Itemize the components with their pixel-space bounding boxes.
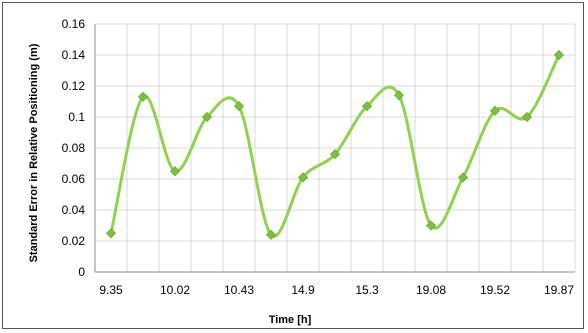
chart-frame: 0 0.02 0.04 0.06 0.08 0.1 0.12 0.14 0.16 9.35 10.… <box>2 2 584 329</box>
y-tick-label: 0.1 <box>68 110 85 124</box>
y-tick-label: 0.02 <box>62 234 86 248</box>
line-chart: 0 0.02 0.04 0.06 0.08 0.1 0.12 0.14 0.16 9.35 10.… <box>28 17 576 326</box>
data-point <box>425 220 437 231</box>
data-point <box>169 166 181 177</box>
y-tick-label: 0.04 <box>62 203 86 217</box>
data-point <box>329 149 341 160</box>
x-tick-label: 10.02 <box>160 283 190 297</box>
data-point <box>233 101 245 112</box>
x-tick-label: 19.08 <box>416 283 446 297</box>
y-tick-label: 0.08 <box>62 141 86 155</box>
x-axis-label: Time [h] <box>269 314 312 326</box>
data-point <box>393 90 405 101</box>
y-tick-label: 0.16 <box>62 17 86 31</box>
x-tick-labels: 9.35 10.02 10.43 14.9 15.3 19.08 19.52 19.87 <box>99 283 574 297</box>
x-tick-label: 10.43 <box>224 283 254 297</box>
x-tick-label: 19.52 <box>480 283 510 297</box>
data-point <box>297 172 309 183</box>
data-point <box>201 111 213 123</box>
data-point <box>137 91 149 102</box>
data-point <box>105 228 117 239</box>
x-tick-label: 9.35 <box>99 283 123 297</box>
y-tick-label: 0 <box>78 265 85 279</box>
y-tick-label: 0.12 <box>62 79 86 93</box>
gridlines <box>95 23 576 272</box>
y-tick-label: 0.06 <box>62 172 86 186</box>
y-tick-labels: 0 0.02 0.04 0.06 0.08 0.1 0.12 0.14 0.16 <box>62 17 86 279</box>
data-point <box>457 172 469 183</box>
axes <box>94 24 575 273</box>
x-tick-label: 15.3 <box>355 283 379 297</box>
data-point <box>489 105 501 116</box>
data-point <box>521 111 533 123</box>
x-tick-label: 19.87 <box>544 283 574 297</box>
data-point <box>361 101 373 112</box>
data-markers <box>105 49 565 240</box>
series-line <box>109 54 561 238</box>
data-point <box>553 49 565 61</box>
x-tick-label: 14.9 <box>291 283 315 297</box>
y-tick-label: 0.14 <box>62 48 86 62</box>
data-point <box>265 229 277 240</box>
y-axis-label: Standard Error in Relative Positioning (… <box>28 43 40 262</box>
